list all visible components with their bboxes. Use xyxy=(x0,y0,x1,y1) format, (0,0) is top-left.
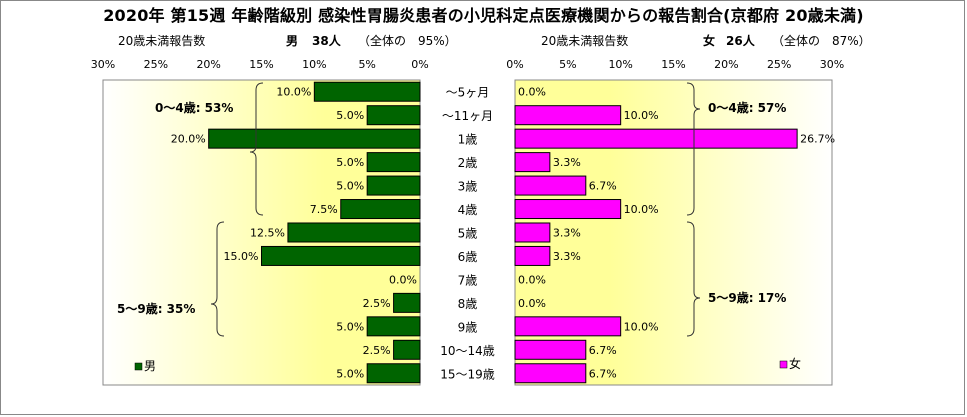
right-group-0-4: 0～4歳: 57% xyxy=(708,100,786,115)
female-data-label: 3.3% xyxy=(553,250,581,263)
right-x-tick: 10% xyxy=(608,58,632,71)
age-category-label: ～11ヶ月 xyxy=(442,109,493,123)
female-bar xyxy=(514,222,551,243)
male-share: （全体の 95%） xyxy=(358,34,457,48)
age-category-label: ～5ヶ月 xyxy=(446,86,490,100)
age-category-label: 10～14歳 xyxy=(440,344,495,358)
age-category-label: 6歳 xyxy=(458,250,478,264)
male-bar xyxy=(313,81,421,102)
male-data-label: 5.0% xyxy=(336,320,364,333)
left-x-tick: 10% xyxy=(302,58,326,71)
female-data-label: 0.0% xyxy=(518,273,546,286)
male-data-label: 5.0% xyxy=(336,367,364,380)
female-data-label: 3.3% xyxy=(553,156,581,169)
age-category-label: 2歳 xyxy=(458,156,478,170)
right-brace-5-9 xyxy=(686,221,701,337)
female-data-label: 6.7% xyxy=(589,367,617,380)
male-data-label: 12.5% xyxy=(250,226,285,239)
male-bar xyxy=(340,199,421,220)
left-sub-label: 20歳未満報告数 xyxy=(118,34,206,48)
male-bar xyxy=(366,316,421,337)
male-data-label: 15.0% xyxy=(224,250,259,263)
right-group-5-9: 5～9歳: 17% xyxy=(708,290,786,305)
female-count: 26人 xyxy=(726,34,755,48)
female-bar xyxy=(514,316,622,337)
female-bar xyxy=(514,152,551,173)
male-bar xyxy=(287,222,421,243)
male-bar xyxy=(366,152,421,173)
left-x-tick: 20% xyxy=(196,58,220,71)
female-data-label: 10.0% xyxy=(624,320,659,333)
age-category-label: 4歳 xyxy=(458,203,478,217)
male-legend-swatch xyxy=(134,362,143,371)
female-bar xyxy=(514,199,622,220)
female-data-label: 10.0% xyxy=(624,109,659,122)
female-bar xyxy=(514,128,798,149)
male-data-label: 10.0% xyxy=(276,86,311,99)
age-category-label: 1歳 xyxy=(458,133,478,147)
female-share: （全体の 87%） xyxy=(772,34,871,48)
right-x-tick: 15% xyxy=(661,58,685,71)
female-label: 女 xyxy=(703,34,716,48)
female-data-label: 6.7% xyxy=(589,180,617,193)
right-x-tick: 20% xyxy=(714,58,738,71)
female-bar xyxy=(514,339,587,360)
male-data-label: 5.0% xyxy=(336,156,364,169)
male-data-label: 20.0% xyxy=(171,133,206,146)
male-bar xyxy=(393,292,421,313)
age-category-label: 8歳 xyxy=(458,297,478,311)
male-bar xyxy=(366,175,421,196)
left-group-0-4: 0～4歳: 53% xyxy=(155,100,233,115)
female-legend-swatch xyxy=(779,360,788,369)
male-bar xyxy=(366,105,421,126)
left-x-tick: 25% xyxy=(144,58,168,71)
female-bar xyxy=(514,105,622,126)
male-bar xyxy=(208,128,421,149)
female-bar xyxy=(514,363,587,384)
female-data-label: 0.0% xyxy=(518,86,546,99)
male-legend-label: 男 xyxy=(144,359,156,373)
right-x-tick: 25% xyxy=(767,58,791,71)
male-bar xyxy=(366,363,421,384)
male-data-label: 7.5% xyxy=(310,203,338,216)
left-x-tick: 15% xyxy=(249,58,273,71)
female-data-label: 6.7% xyxy=(589,344,617,357)
right-x-tick: 30% xyxy=(820,58,844,71)
age-category-label: 5歳 xyxy=(458,226,478,240)
right-brace-0-4 xyxy=(686,82,701,216)
left-x-tick: 30% xyxy=(91,58,115,71)
right-sub-label: 20歳未満報告数 xyxy=(541,34,629,48)
male-data-label: 2.5% xyxy=(363,344,391,357)
female-data-label: 10.0% xyxy=(624,203,659,216)
male-data-label: 5.0% xyxy=(336,109,364,122)
female-bar xyxy=(514,175,587,196)
age-category-label: 15～19歳 xyxy=(440,367,495,381)
female-data-label: 26.7% xyxy=(800,133,835,146)
chart-title: 2020年 第15週 年齢階級別 感染性胃腸炎患者の小児科定点医療機関からの報告… xyxy=(103,6,864,25)
left-x-tick: 0% xyxy=(411,58,428,71)
left-group-5-9: 5～9歳: 35% xyxy=(117,301,195,316)
male-label: 男 xyxy=(286,34,299,48)
right-x-tick: 5% xyxy=(559,58,576,71)
female-bar xyxy=(514,245,551,266)
male-data-label: 5.0% xyxy=(336,180,364,193)
age-category-label: 3歳 xyxy=(458,180,478,194)
left-x-tick: 5% xyxy=(358,58,375,71)
age-category-label: 7歳 xyxy=(458,273,478,287)
left-brace-0-4 xyxy=(249,82,264,216)
female-legend-label: 女 xyxy=(789,356,801,371)
male-count: 38人 xyxy=(312,34,341,48)
male-data-label: 0.0% xyxy=(389,273,417,286)
male-bar xyxy=(261,245,421,266)
age-category-label: 9歳 xyxy=(458,320,478,334)
female-data-label: 3.3% xyxy=(553,226,581,239)
right-x-tick: 0% xyxy=(506,58,523,71)
female-data-label: 0.0% xyxy=(518,297,546,310)
male-bar xyxy=(393,339,421,360)
left-brace-5-9 xyxy=(210,221,225,337)
male-data-label: 2.5% xyxy=(363,297,391,310)
